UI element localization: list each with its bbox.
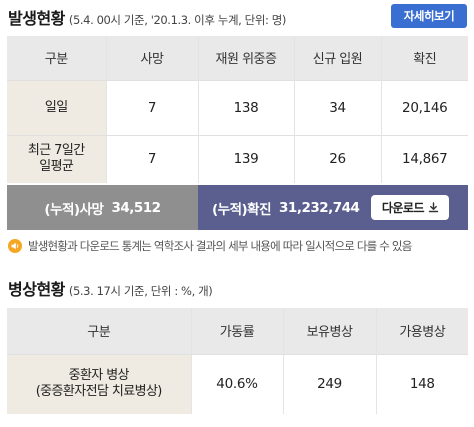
beds-section-header: 병상현황 (5.3. 17시 기준, 단위 : %, 개) [8, 276, 213, 300]
daily-confirmed: 20,146 [380, 79, 468, 135]
daily-severe: 138 [197, 79, 294, 135]
header-new-admission: 신규 입원 [293, 36, 381, 80]
notice-text: 발생현황과 다운로드 통계는 역학조사 결과의 세부 내용에 따라 일시적으로 … [28, 239, 412, 253]
beds-row-label: 중환자 병상 (중증환자전담 치료병상) [7, 353, 191, 414]
cumulative-confirmed-value: 31,232,744 [279, 199, 360, 216]
detail-view-button[interactable]: 자세히보기 [391, 4, 467, 28]
header-death: 사망 [105, 36, 198, 80]
occurrence-header-row: 구분 사망 재원 위중증 신규 입원 확진 [7, 36, 468, 80]
cumulative-confirmed: (누적)확진 31,232,744 다운로드 [198, 185, 468, 230]
cumulative-death-value: 34,512 [111, 199, 161, 216]
beds-subtitle: (5.3. 17시 기준, 단위 : %, 개) [68, 284, 213, 298]
download-button-label: 다운로드 [381, 201, 425, 215]
table-row: 최근 7일간 일평균 7 139 26 14,867 [7, 134, 468, 183]
beds-header-available: 가용병상 [375, 308, 468, 354]
header-confirmed: 확진 [380, 36, 468, 80]
cumulative-summary-bar: (누적)사망 34,512 (누적)확진 31,232,744 다운로드 [7, 185, 468, 230]
beds-header-row: 구분 가동률 보유병상 가용병상 [7, 308, 468, 354]
row-label-daily: 일일 [7, 79, 106, 135]
occurrence-section-header: 발생현황 (5.4. 00시 기준, '20.1.3. 이후 누계, 단위: 명… [8, 5, 286, 29]
occurrence-title: 발생현황 [8, 9, 65, 28]
avg-confirmed: 14,867 [380, 134, 468, 183]
occurrence-subtitle: (5.4. 00시 기준, '20.1.3. 이후 누계, 단위: 명) [68, 13, 287, 27]
header-category: 구분 [7, 36, 106, 80]
row-label-7day-average: 최근 7일간 일평균 [7, 134, 106, 183]
avg-death: 7 [105, 134, 198, 183]
icu-available: 148 [375, 353, 468, 414]
download-icon [428, 202, 439, 213]
daily-death: 7 [105, 79, 198, 135]
row-label-line: 최근 7일간 [27, 143, 85, 159]
beds-header-category: 구분 [7, 308, 191, 354]
download-button[interactable]: 다운로드 [371, 195, 450, 220]
occurrence-table: 구분 사망 재원 위중증 신규 입원 확진 일일 7 138 34 20,146… [7, 36, 468, 183]
row-label-line: 중환자 병상 [68, 368, 130, 384]
table-row: 일일 7 138 34 20,146 [7, 79, 468, 135]
row-label-line: (중증환자전담 치료병상) [35, 384, 163, 400]
beds-header-owned: 보유병상 [282, 308, 376, 354]
icu-occupancy: 40.6% [190, 353, 283, 414]
avg-severe: 139 [197, 134, 294, 183]
table-row: 중환자 병상 (중증환자전담 치료병상) 40.6% 249 148 [7, 353, 468, 414]
beds-title: 병상현황 [8, 280, 65, 299]
notice: 발생현황과 다운로드 통계는 역학조사 결과의 세부 내용에 따라 일시적으로 … [8, 238, 412, 254]
header-severe: 재원 위중증 [197, 36, 294, 80]
beds-table: 구분 가동률 보유병상 가용병상 중환자 병상 (중증환자전담 치료병상) 40… [7, 308, 468, 414]
cumulative-death: (누적)사망 34,512 [7, 185, 198, 230]
icu-owned: 249 [282, 353, 376, 414]
speaker-icon [8, 239, 22, 253]
daily-new-admission: 34 [293, 79, 381, 135]
beds-header-occupancy: 가동률 [190, 308, 283, 354]
row-label-line: 일평균 [39, 159, 74, 175]
avg-new-admission: 26 [293, 134, 381, 183]
cumulative-confirmed-label: (누적)확진 [212, 201, 272, 218]
cumulative-death-label: (누적)사망 [44, 201, 104, 218]
